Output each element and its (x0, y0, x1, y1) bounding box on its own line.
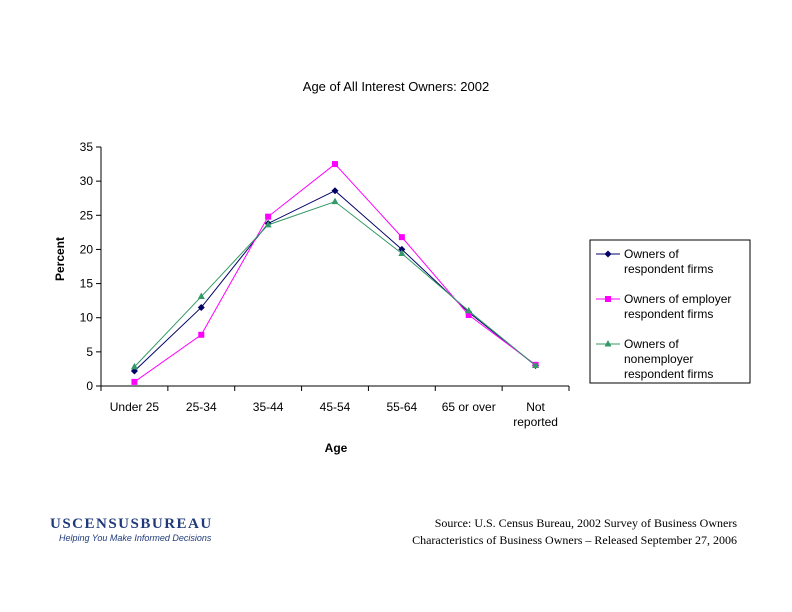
legend-marker-3 (604, 340, 612, 347)
data-point (331, 197, 339, 205)
data-point (197, 303, 205, 311)
y-axis-title: Percent (53, 237, 67, 281)
source-note: Source: U.S. Census Bureau, 2002 Survey … (412, 515, 737, 549)
x-tick-label: Under 25 (110, 400, 160, 414)
y-tick-label: 30 (80, 174, 94, 188)
legend-box (589, 239, 751, 384)
data-point (465, 306, 473, 314)
legend-label: respondent firms (624, 367, 713, 381)
y-tick-label: 10 (80, 311, 94, 325)
census-bureau-logo: USCENSUSBUREAU Helping You Make Informed… (50, 516, 213, 543)
x-tick-label: Not (526, 400, 545, 414)
data-point (131, 378, 138, 385)
plot-area: 0 5 10 15 20 25 30 35 Under 25 25-34 35-44 45-54 55-… (80, 140, 570, 429)
series-line-1 (134, 190, 536, 372)
x-tick-label: 25-34 (186, 400, 217, 414)
x-tick-label: 45-54 (320, 400, 351, 414)
data-point (198, 331, 205, 338)
legend-label: Owners of employer (624, 292, 731, 306)
y-tick-label: 0 (86, 379, 93, 393)
y-tick-label: 35 (80, 140, 94, 154)
source-line-1: Source: U.S. Census Bureau, 2002 Survey … (434, 516, 737, 530)
data-point (264, 220, 272, 228)
legend-marker-1 (604, 250, 612, 258)
series-line-3 (134, 201, 536, 368)
y-tick-label: 25 (80, 208, 94, 222)
x-tick-label: 65 or over (442, 400, 496, 414)
x-tick-label: 55-64 (387, 400, 418, 414)
legend-label: Owners of (624, 247, 679, 261)
y-tick-label: 5 (86, 345, 93, 359)
legend-label: respondent firms (624, 262, 713, 276)
x-tick-label: reported (513, 415, 558, 429)
y-tick-label: 20 (80, 242, 94, 256)
data-point (332, 161, 338, 168)
legend-label: respondent firms (624, 307, 713, 321)
y-tick-label: 15 (80, 277, 94, 291)
x-axis-title: Age (325, 441, 348, 455)
legend-label: Owners of (624, 337, 679, 351)
data-point (398, 245, 406, 253)
source-line-2: Characteristics of Business Owners – Rel… (412, 533, 737, 547)
legend-label: nonemployer (624, 352, 693, 366)
logo-tagline: Helping You Make Informed Decisions (59, 533, 212, 543)
data-point (265, 213, 272, 220)
data-point (197, 292, 205, 300)
data-point (398, 249, 406, 257)
data-point (398, 234, 405, 241)
legend-marker-2 (605, 296, 611, 302)
data-point (532, 361, 540, 369)
chart-title: Age of All Interest Owners: 2002 (303, 79, 489, 94)
x-tick-label: 35-44 (253, 400, 284, 414)
logo-wordmark: USCENSUSBUREAU (50, 516, 213, 532)
data-point (331, 187, 339, 195)
data-point (465, 311, 472, 318)
series-line-2 (134, 163, 536, 383)
data-point (130, 362, 138, 370)
